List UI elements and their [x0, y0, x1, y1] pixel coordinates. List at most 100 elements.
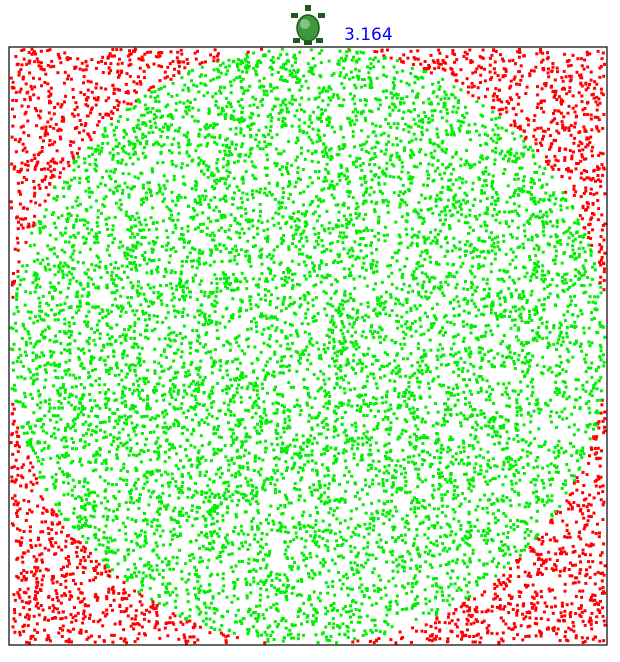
inside-point — [265, 588, 268, 592]
outside-point — [13, 138, 17, 142]
inside-point — [462, 445, 466, 449]
outside-point — [134, 614, 138, 618]
inside-point — [588, 437, 592, 441]
inside-point — [496, 133, 500, 137]
inside-point — [274, 491, 277, 495]
inside-point — [313, 232, 317, 236]
inside-point — [206, 134, 210, 138]
inside-point — [278, 201, 281, 205]
outside-point — [531, 583, 535, 587]
inside-point — [146, 181, 150, 185]
inside-point — [204, 458, 208, 462]
inside-point — [121, 172, 125, 176]
inside-point — [133, 321, 137, 325]
outside-point — [446, 637, 450, 641]
inside-point — [258, 249, 262, 253]
inside-point — [104, 406, 108, 409]
inside-point — [459, 356, 463, 360]
outside-point — [558, 574, 562, 578]
inside-point — [332, 474, 336, 478]
inside-point — [439, 564, 443, 568]
inside-point — [93, 241, 97, 245]
inside-point — [195, 596, 198, 600]
inside-point — [195, 201, 199, 205]
outside-point — [35, 584, 39, 588]
inside-point — [295, 438, 299, 442]
inside-point — [131, 392, 135, 396]
inside-point — [174, 479, 178, 483]
inside-point — [589, 248, 593, 252]
inside-point — [355, 408, 359, 412]
inside-point — [73, 235, 77, 239]
inside-point — [104, 396, 108, 400]
inside-point — [596, 411, 600, 415]
outside-point — [42, 506, 46, 510]
inside-point — [281, 120, 285, 123]
inside-point — [385, 395, 389, 399]
outside-point — [483, 79, 487, 83]
inside-point — [52, 384, 56, 388]
outside-point — [592, 511, 596, 515]
inside-point — [437, 468, 440, 472]
inside-point — [463, 360, 467, 364]
inside-point — [513, 367, 517, 370]
inside-point — [403, 394, 407, 398]
inside-point — [96, 209, 100, 213]
outside-point — [74, 550, 78, 554]
outside-point — [46, 568, 50, 572]
inside-point — [274, 431, 278, 435]
inside-point — [32, 345, 36, 349]
inside-point — [344, 572, 348, 576]
inside-point — [372, 396, 375, 400]
inside-point — [461, 340, 465, 343]
inside-point — [360, 583, 364, 587]
outside-point — [425, 637, 429, 641]
inside-point — [247, 561, 251, 565]
inside-point — [217, 113, 221, 116]
inside-point — [98, 543, 102, 547]
inside-point — [264, 421, 268, 425]
inside-point — [542, 486, 546, 490]
inside-point — [522, 189, 526, 193]
inside-point — [127, 193, 131, 197]
outside-point — [535, 592, 539, 596]
inside-point — [166, 103, 170, 107]
outside-point — [475, 605, 479, 609]
inside-point — [132, 406, 135, 410]
inside-point — [488, 479, 492, 483]
inside-point — [101, 543, 105, 547]
inside-point — [85, 540, 89, 544]
inside-point — [521, 466, 525, 470]
inside-point — [495, 212, 499, 216]
inside-point — [341, 203, 345, 207]
outside-point — [482, 619, 486, 623]
inside-point — [530, 319, 534, 322]
outside-point — [28, 98, 32, 102]
inside-point — [297, 454, 301, 458]
inside-point — [163, 392, 167, 396]
inside-point — [513, 474, 517, 478]
inside-point — [254, 321, 258, 325]
inside-point — [559, 361, 563, 365]
inside-point — [185, 392, 189, 396]
outside-point — [601, 571, 604, 575]
inside-point — [214, 181, 218, 185]
outside-point — [219, 631, 223, 635]
inside-point — [119, 441, 123, 445]
inside-point — [170, 537, 174, 541]
inside-point — [396, 459, 400, 463]
inside-point — [385, 167, 389, 171]
inside-point — [414, 564, 418, 568]
inside-point — [245, 387, 249, 391]
inside-point — [399, 177, 403, 181]
inside-point — [355, 216, 359, 220]
inside-point — [184, 335, 188, 339]
inside-point — [190, 509, 194, 512]
inside-point — [163, 421, 167, 425]
inside-point — [506, 184, 510, 188]
inside-point — [124, 132, 128, 136]
inside-point — [404, 471, 408, 475]
inside-point — [331, 357, 335, 361]
outside-point — [57, 631, 61, 635]
inside-point — [101, 514, 105, 518]
